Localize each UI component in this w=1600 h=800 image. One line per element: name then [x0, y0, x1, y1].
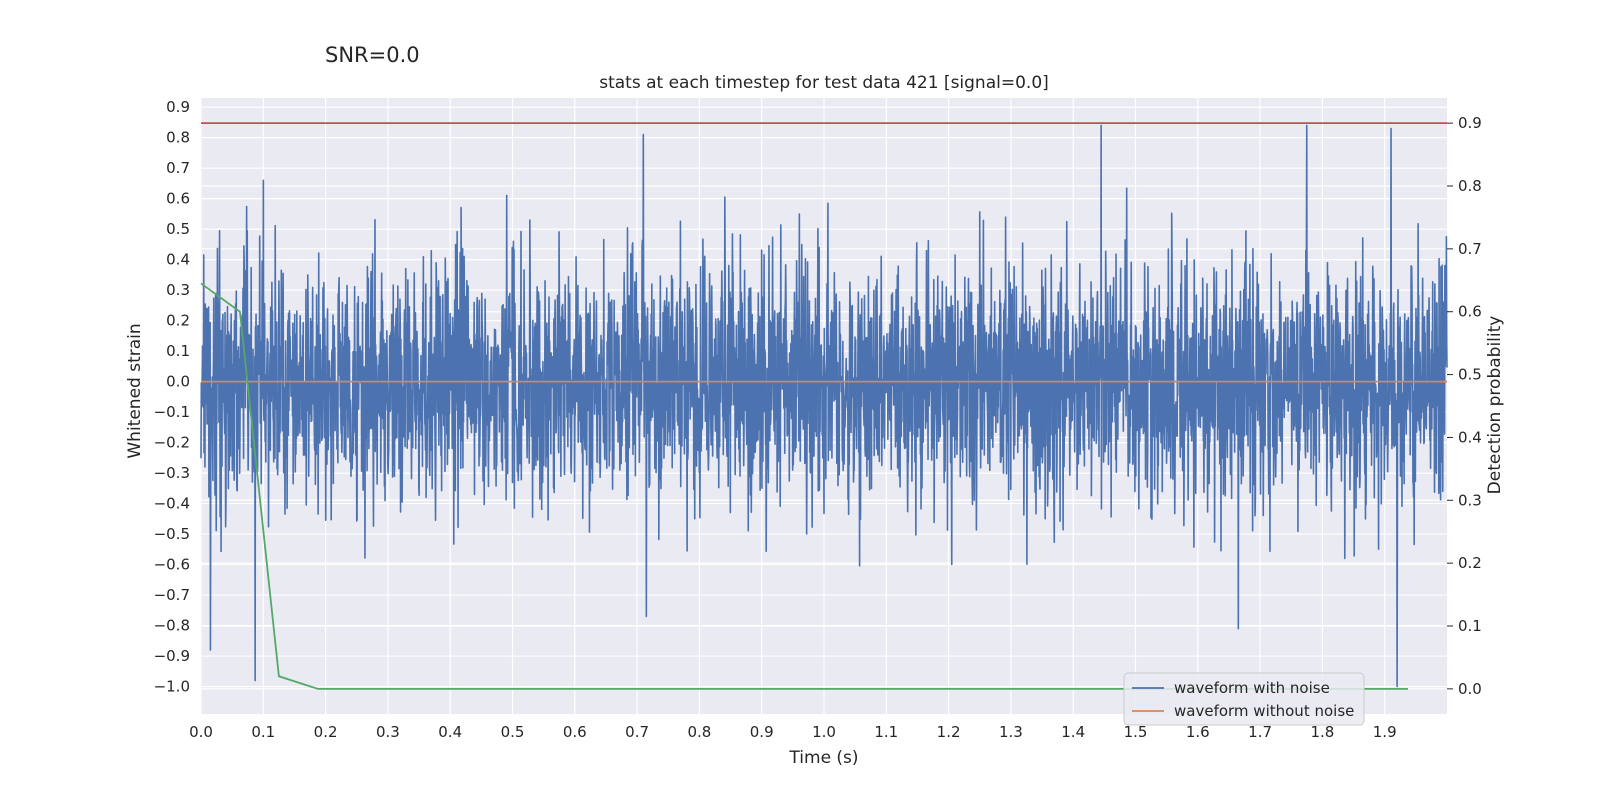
y-left-tick-label: 0.2 — [166, 312, 190, 330]
y-left-tick-label: −0.5 — [154, 525, 190, 543]
chart-suptitle: SNR=0.0 — [325, 43, 420, 67]
x-tick-label: 0.6 — [563, 723, 587, 741]
y-right-tick-label: 0.5 — [1458, 366, 1482, 384]
y-left-tick-label: 0.5 — [166, 220, 190, 238]
x-tick-label: 0.5 — [501, 723, 525, 741]
x-tick-label: 0.1 — [251, 723, 275, 741]
y-left-tick-label: 0.9 — [166, 98, 190, 116]
y-left-tick-label: −0.6 — [154, 556, 190, 574]
legend-label-clean: waveform without noise — [1174, 702, 1354, 720]
x-tick-label: 1.6 — [1186, 723, 1210, 741]
y-left-tick-label: −0.4 — [154, 495, 190, 513]
y-right-tick-label: 0.6 — [1458, 303, 1482, 321]
x-tick-label: 0.4 — [438, 723, 462, 741]
y-right-tick-label: 0.4 — [1458, 428, 1482, 446]
y-right-tick-label: 0.1 — [1458, 617, 1482, 635]
series-layer — [200, 122, 1448, 690]
x-tick-label: 0.2 — [314, 723, 338, 741]
y-left-axis-label: Whitened strain — [125, 323, 145, 458]
x-tick-label: 0.3 — [376, 723, 400, 741]
y-left-tick-label: 0.7 — [166, 159, 190, 177]
chart-title: stats at each timestep for test data 421… — [599, 73, 1049, 93]
y-left-tick-labels: 0.9 0.8 0.7 0.6 0.5 0.4 0.3 0.2 0.1 0.0 −0.1 −0.2 −0… — [154, 98, 190, 695]
y-right-tick-label: 0.2 — [1458, 554, 1482, 572]
x-tick-labels: 0.0 0.1 0.2 0.3 0.4 0.5 0.6 0.7 0.8 0.9 1.0 1.1 1.2 1… — [189, 723, 1397, 741]
legend: waveform with noise waveform without noi… — [1123, 672, 1365, 726]
y-right-tick-label: 0.7 — [1458, 240, 1482, 258]
y-left-tick-label: −0.1 — [154, 403, 190, 421]
legend-label-noisy: waveform with noise — [1174, 679, 1330, 697]
y-right-tick-label: 0.9 — [1458, 114, 1482, 132]
y-left-tick-label: 0.4 — [166, 251, 190, 269]
y-left-tick-label: 0.8 — [166, 129, 190, 147]
x-tick-label: 0.8 — [687, 723, 711, 741]
x-tick-label: 0.9 — [750, 723, 774, 741]
y-left-tick-label: −0.9 — [154, 647, 190, 665]
y-left-tick-label: −0.7 — [154, 586, 190, 604]
x-tick-label: 0.0 — [189, 723, 213, 741]
y-right-tick-labels: 0.9 0.8 0.7 0.6 0.5 0.4 0.3 0.2 0.1 0.0 — [1447, 114, 1482, 698]
y-right-axis-label: Detection probability — [1485, 316, 1505, 495]
y-left-tick-label: 0.1 — [166, 342, 190, 360]
x-axis-label: Time (s) — [788, 748, 858, 768]
y-right-tick-label: 0.8 — [1458, 177, 1482, 195]
x-tick-label: 1.4 — [1061, 723, 1085, 741]
y-left-tick-label: −0.2 — [154, 434, 190, 452]
y-left-tick-label: −0.3 — [154, 464, 190, 482]
x-tick-label: 1.0 — [812, 723, 836, 741]
x-tick-label: 1.2 — [937, 723, 961, 741]
x-tick-label: 1.3 — [999, 723, 1023, 741]
x-tick-label: 0.7 — [625, 723, 649, 741]
legend-box — [1123, 672, 1365, 726]
y-left-tick-label: 0.6 — [166, 190, 190, 208]
y-left-tick-label: −0.8 — [154, 617, 190, 635]
x-tick-label: 1.9 — [1373, 723, 1397, 741]
series-waveform-with-noise — [200, 124, 1448, 688]
y-right-tick-label: 0.3 — [1458, 491, 1482, 509]
x-tick-label: 1.1 — [874, 723, 898, 741]
y-left-tick-label: −1.0 — [154, 678, 190, 696]
y-left-tick-label: 0.0 — [166, 373, 190, 391]
y-right-tick-label: 0.0 — [1458, 680, 1482, 698]
x-tick-label: 1.8 — [1310, 723, 1334, 741]
x-tick-label: 1.5 — [1124, 723, 1148, 741]
x-tick-label: 1.7 — [1248, 723, 1272, 741]
y-left-tick-label: 0.3 — [166, 281, 190, 299]
